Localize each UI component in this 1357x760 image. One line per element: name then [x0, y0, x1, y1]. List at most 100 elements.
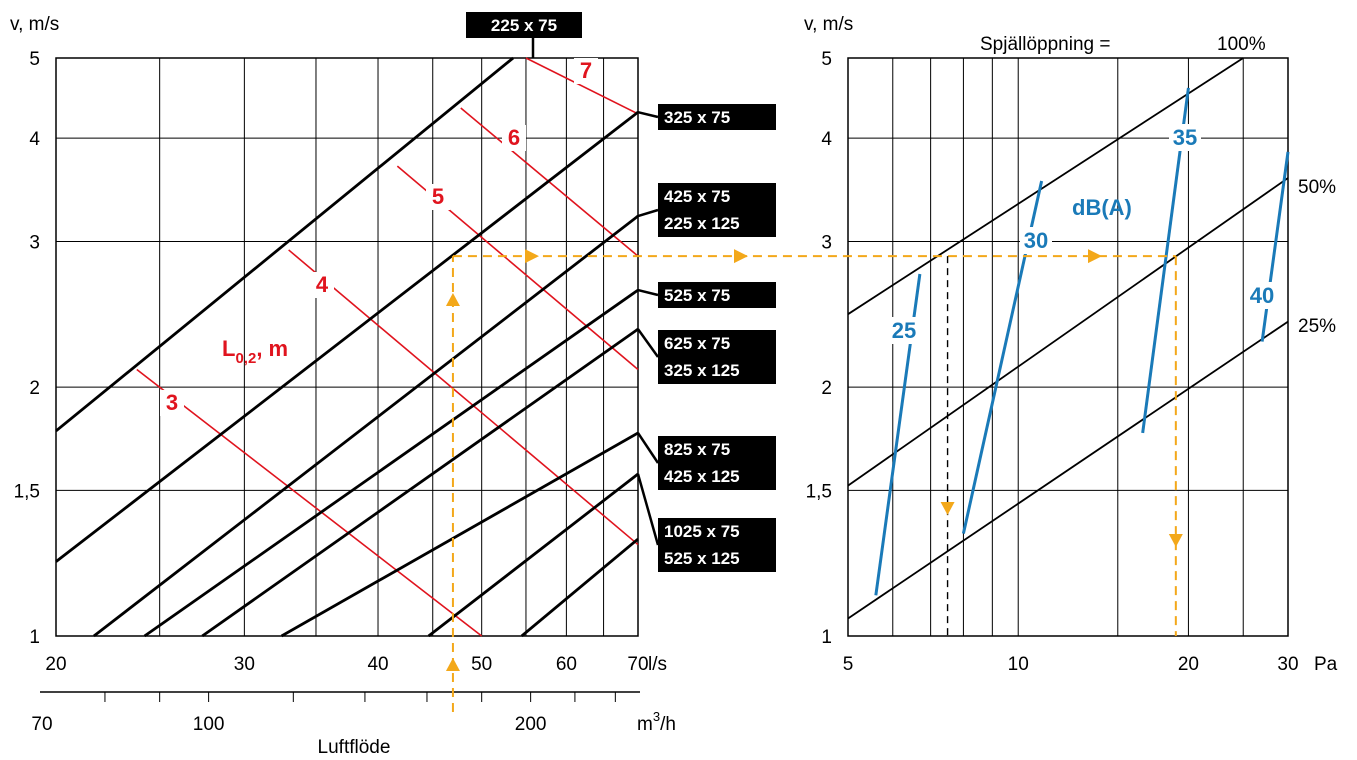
sound-level-line — [1260, 151, 1290, 342]
duct-size-label-box — [658, 282, 776, 308]
left-y-tick-label: 3 — [29, 232, 40, 253]
throw-label-bg — [426, 184, 450, 210]
duct-size-label-box — [466, 12, 582, 38]
duct-size-label-box — [658, 183, 776, 237]
left-x-unit-label: l/s — [648, 654, 667, 675]
duct-size-label: 625 x 75 — [664, 334, 730, 353]
right-x-unit-label: Pa — [1314, 654, 1338, 675]
duct-size-line — [201, 328, 639, 638]
left-y-tick-label: 1 — [29, 627, 40, 648]
example-arrow-right — [525, 249, 539, 264]
right-y-tick-label: 1,5 — [806, 481, 832, 502]
sound-level-label: 25 — [892, 318, 916, 343]
duct-size-label: 825 x 75 — [664, 440, 730, 459]
duct-size-line — [93, 214, 639, 638]
duct-size-leader — [636, 473, 660, 546]
duct-size-label: 325 x 125 — [664, 361, 740, 380]
left-x-tick-label: 20 — [45, 654, 66, 675]
throw-title: L0,2, m — [222, 336, 288, 367]
left-x-tick-label: 60 — [556, 654, 577, 675]
damper-opening-header: Spjällöppning = — [980, 34, 1110, 55]
sound-level-label: 40 — [1250, 283, 1274, 308]
left-x-tick-label: 30 — [234, 654, 255, 675]
duct-size-line — [55, 56, 515, 433]
duct-size-line — [520, 537, 639, 638]
sound-label-bg — [1246, 282, 1278, 309]
duct-size-label: 1025 x 75 — [664, 522, 740, 541]
duct-size-label: 525 x 75 — [664, 286, 730, 305]
left-x-tick-label: 70 — [627, 654, 648, 675]
throw-label-bg — [502, 125, 526, 151]
left-y-tick-label: 4 — [29, 129, 40, 150]
throw-line-label: 6 — [508, 125, 520, 150]
example-arrow-down — [940, 502, 955, 515]
curves-layer — [55, 38, 1290, 712]
sound-label-bg — [1169, 124, 1201, 151]
secondary-x-unit-label: m3/h — [637, 709, 676, 735]
right-x-tick-label: 5 — [843, 654, 854, 675]
right-y-tick-label: 3 — [821, 232, 832, 253]
left-y-axis-title: v, m/s — [10, 14, 59, 35]
sound-label-bg — [888, 317, 920, 344]
sound-level-title: dB(A) — [1072, 195, 1132, 220]
left-x-tick-label: 40 — [367, 654, 388, 675]
duct-size-label-box — [658, 518, 776, 572]
duct-size-label: 225 x 75 — [491, 16, 557, 35]
damper-line — [847, 177, 1289, 487]
right-y-axis-title: v, m/s — [804, 14, 853, 35]
right-y-tick-label: 2 — [821, 378, 832, 399]
example-arrow-down — [1168, 534, 1183, 547]
duct-size-leader — [637, 208, 659, 218]
throw-label-bg — [310, 272, 334, 298]
damper-line — [847, 57, 1244, 315]
duct-size-label-box — [658, 330, 776, 384]
damper-line-label: 50% — [1298, 177, 1336, 198]
duct-size-line — [55, 111, 639, 563]
right-x-tick-label: 20 — [1178, 654, 1199, 675]
throw-line-label: 5 — [432, 184, 444, 209]
unit-base: m — [637, 714, 653, 735]
duct-size-leader — [637, 288, 659, 297]
right-x-tick-label: 30 — [1277, 654, 1298, 675]
right-y-tick-label: 1 — [821, 627, 832, 648]
damper-line-label: 100% — [1217, 34, 1266, 55]
left-y-tick-label: 2 — [29, 378, 40, 399]
example-arrow-right — [1088, 249, 1102, 264]
left-plot-frame — [55, 57, 639, 637]
grid-layer — [40, 57, 1289, 702]
duct-size-line — [427, 472, 639, 638]
duct-size-line — [280, 431, 639, 638]
duct-size-label: 325 x 75 — [664, 108, 730, 127]
example-arrow-up — [445, 658, 460, 671]
damper-line — [847, 320, 1289, 620]
damper-line-label: 25% — [1298, 316, 1336, 337]
duct-size-label: 225 x 125 — [664, 214, 740, 233]
unit-exponent: 3 — [653, 709, 660, 724]
left-y-tick-label: 1,5 — [14, 481, 40, 502]
secondary-x-tick-label: 200 — [515, 714, 547, 735]
throw-line — [525, 57, 639, 115]
sound-label-bg — [1020, 227, 1052, 254]
sound-level-label: 30 — [1024, 228, 1048, 253]
secondary-x-tick-label: 70 — [31, 714, 52, 735]
unit-rest: /h — [660, 714, 676, 735]
throw-line — [136, 368, 483, 637]
sound-level-label: 35 — [1173, 125, 1197, 150]
throw-label-bg — [574, 58, 598, 84]
duct-size-label: 425 x 75 — [664, 187, 730, 206]
right-plot-frame — [847, 57, 1289, 637]
throw-line — [288, 249, 639, 546]
duct-size-label-box — [658, 436, 776, 490]
throw-title-suffix: , m — [256, 336, 288, 361]
right-x-tick-label: 10 — [1008, 654, 1029, 675]
duct-size-label: 525 x 125 — [664, 549, 740, 568]
duct-size-label-box — [658, 104, 776, 130]
left-x-axis-title: Luftflöde — [318, 737, 391, 758]
throw-line-label: 3 — [166, 390, 178, 415]
secondary-x-tick-label: 100 — [193, 714, 225, 735]
duct-size-leader — [637, 110, 659, 119]
duct-size-label: 425 x 125 — [664, 467, 740, 486]
throw-title-sub: 0,2 — [235, 350, 256, 367]
